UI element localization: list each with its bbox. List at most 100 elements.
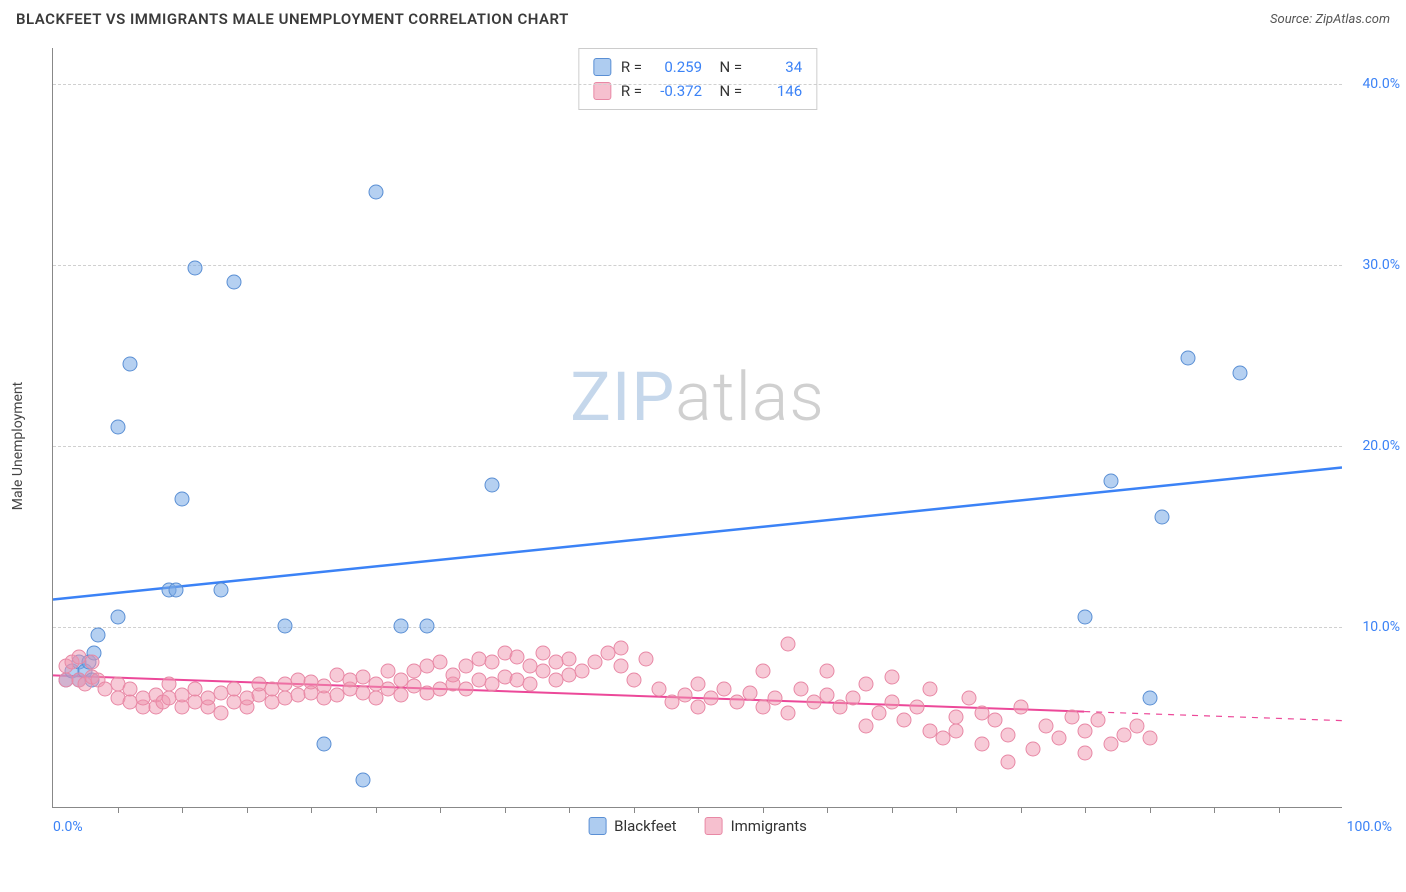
data-point	[613, 640, 628, 655]
data-point	[1129, 718, 1144, 733]
watermark: ZIPatlas	[570, 357, 825, 437]
data-point	[484, 655, 499, 670]
x-tick	[634, 807, 635, 813]
data-point	[1155, 510, 1170, 525]
y-tick-label: 10.0%	[1362, 619, 1400, 635]
data-point	[1000, 754, 1015, 769]
data-point	[162, 676, 177, 691]
data-point	[1000, 727, 1015, 742]
x-tick	[1279, 807, 1280, 813]
data-point	[858, 676, 873, 691]
data-point	[574, 664, 589, 679]
data-point	[910, 700, 925, 715]
data-point	[1116, 727, 1131, 742]
data-point	[187, 260, 202, 275]
data-point	[523, 676, 538, 691]
x-tick	[247, 807, 248, 813]
data-point	[691, 700, 706, 715]
data-point	[84, 655, 99, 670]
y-tick-label: 40.0%	[1362, 76, 1400, 92]
data-point	[394, 619, 409, 634]
data-point	[794, 682, 809, 697]
stat-r-label: R =	[621, 55, 642, 79]
data-point	[691, 676, 706, 691]
data-point	[368, 691, 383, 706]
data-point	[1232, 365, 1247, 380]
data-point	[768, 691, 783, 706]
x-tick	[376, 807, 377, 813]
data-point	[278, 619, 293, 634]
x-tick	[1085, 807, 1086, 813]
data-point	[562, 651, 577, 666]
data-point	[987, 713, 1002, 728]
data-point	[1090, 713, 1105, 728]
x-tick	[763, 807, 764, 813]
data-point	[974, 736, 989, 751]
stats-row-blackfeet: R = 0.259 N = 34	[593, 55, 802, 79]
data-point	[858, 718, 873, 733]
data-point	[755, 700, 770, 715]
stat-n-label: N =	[712, 55, 742, 79]
stats-row-immigrants: R = -0.372 N = 146	[593, 79, 802, 103]
stat-n-value: 34	[752, 55, 802, 79]
data-point	[226, 275, 241, 290]
stat-r-value: 0.259	[652, 55, 702, 79]
legend: Blackfeet Immigrants	[588, 817, 807, 835]
watermark-atlas: atlas	[675, 357, 825, 437]
data-point	[820, 687, 835, 702]
data-point	[1103, 736, 1118, 751]
x-tick	[440, 807, 441, 813]
data-point	[1142, 691, 1157, 706]
data-point	[316, 736, 331, 751]
legend-item-immigrants: Immigrants	[705, 817, 807, 835]
data-point	[1103, 474, 1118, 489]
data-point	[897, 713, 912, 728]
x-tick	[1150, 807, 1151, 813]
data-point	[949, 709, 964, 724]
data-point	[1039, 718, 1054, 733]
data-point	[613, 658, 628, 673]
swatch-icon	[705, 817, 723, 835]
source-label: Source:	[1270, 12, 1312, 27]
data-point	[1052, 731, 1067, 746]
x-tick	[569, 807, 570, 813]
gridline	[53, 627, 1342, 628]
data-point	[587, 655, 602, 670]
data-point	[123, 356, 138, 371]
data-point	[1026, 742, 1041, 757]
data-point	[755, 664, 770, 679]
stat-r-label: R =	[621, 79, 642, 103]
data-point	[652, 682, 667, 697]
x-axis-max-label: 100.0%	[1347, 819, 1392, 835]
data-point	[110, 610, 125, 625]
y-tick-label: 20.0%	[1362, 438, 1400, 454]
data-point	[484, 477, 499, 492]
data-point	[394, 687, 409, 702]
data-point	[923, 682, 938, 697]
x-tick	[182, 807, 183, 813]
x-tick	[118, 807, 119, 813]
data-point	[458, 682, 473, 697]
data-point	[884, 695, 899, 710]
chart-container: ZIPatlas R = 0.259 N = 34 R = -0.372 N =…	[52, 48, 1392, 838]
x-tick	[698, 807, 699, 813]
data-point	[703, 691, 718, 706]
data-point	[678, 687, 693, 702]
data-point	[884, 669, 899, 684]
data-point	[91, 628, 106, 643]
swatch-icon	[593, 58, 611, 76]
data-point	[175, 492, 190, 507]
data-point	[820, 664, 835, 679]
data-point	[110, 420, 125, 435]
plot-area: ZIPatlas R = 0.259 N = 34 R = -0.372 N =…	[52, 48, 1342, 808]
legend-label: Immigrants	[731, 817, 807, 835]
data-point	[213, 582, 228, 597]
x-tick	[1214, 807, 1215, 813]
gridline	[53, 446, 1342, 447]
data-point	[729, 695, 744, 710]
data-point	[1181, 351, 1196, 366]
stat-r-value: -0.372	[652, 79, 702, 103]
data-point	[949, 724, 964, 739]
legend-item-blackfeet: Blackfeet	[588, 817, 676, 835]
chart-title: BLACKFEET VS IMMIGRANTS MALE UNEMPLOYMEN…	[16, 10, 569, 28]
